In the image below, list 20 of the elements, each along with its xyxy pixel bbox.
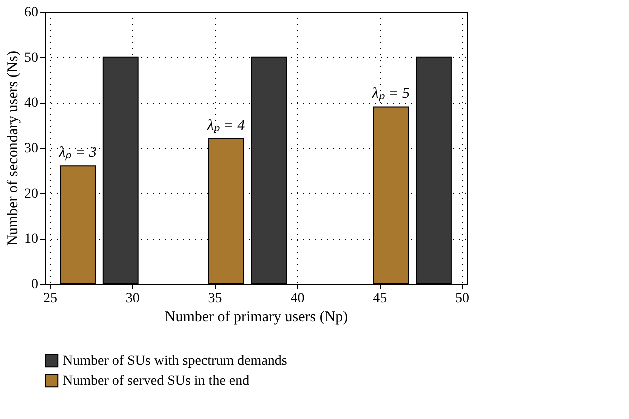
annotation: λₚ = 4: [206, 118, 246, 134]
y-tick-label: 60: [24, 6, 38, 20]
x-tick-label: 25: [44, 292, 58, 306]
y-tick-label: 20: [24, 186, 38, 202]
x-tick-label: 50: [456, 292, 470, 306]
x-tick-label: 30: [126, 292, 140, 306]
annotation: λₚ = 3: [58, 145, 97, 162]
x-tick-label: 40: [290, 292, 305, 306]
y-tick-label: 0: [32, 278, 38, 292]
x-tick-label: 35: [208, 292, 222, 306]
y-axis-title: Number of secondary users (Ns): [6, 51, 22, 246]
annotation: λₚ = 5: [371, 86, 410, 102]
x-axis-title: Number of primary users (Np): [164, 310, 348, 326]
y-tick-label: 30: [24, 142, 38, 156]
y-tick-label: 50: [24, 50, 38, 66]
y-tick-label: 10: [24, 232, 38, 248]
legend-label: Number of served SUs in the end: [63, 374, 250, 389]
x-tick-label: 45: [373, 292, 388, 306]
legend-label: Number of SUs with spectrum demands: [63, 354, 288, 369]
y-tick-label: 40: [24, 96, 38, 112]
